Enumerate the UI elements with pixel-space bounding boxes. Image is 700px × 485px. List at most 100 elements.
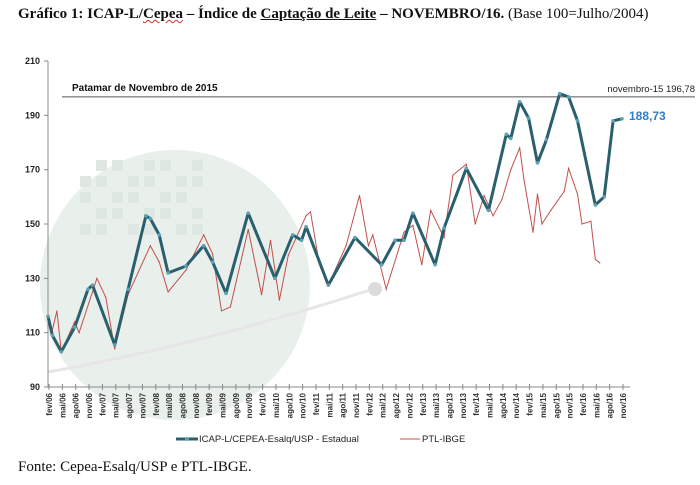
x-tick-label: fev/13 bbox=[419, 392, 428, 415]
x-tick-label: ago/08 bbox=[178, 392, 187, 418]
x-tick-label: fev/07 bbox=[98, 392, 107, 415]
x-tick-label: nov/11 bbox=[352, 392, 361, 417]
decorative-globe bbox=[40, 150, 310, 420]
ptl-point bbox=[305, 215, 307, 217]
icap-point bbox=[144, 214, 148, 218]
icap-point bbox=[273, 276, 277, 281]
icap-point bbox=[508, 136, 513, 141]
ptl-point bbox=[185, 269, 187, 271]
x-tick-label: ago/13 bbox=[445, 392, 454, 418]
icap-point bbox=[224, 291, 228, 296]
icap-point bbox=[50, 333, 55, 338]
caption-base: (Base 100=Julho/2004) bbox=[504, 6, 649, 22]
icap-point bbox=[112, 343, 117, 347]
icap-point bbox=[148, 216, 153, 221]
ptl-point bbox=[78, 332, 80, 334]
x-tick-label: fev/14 bbox=[472, 392, 481, 415]
x-tick-label: fev/09 bbox=[205, 392, 214, 415]
ptl-point bbox=[247, 228, 249, 231]
decorative-square bbox=[144, 176, 155, 187]
x-tick-label: nov/07 bbox=[138, 392, 147, 418]
icap-point bbox=[544, 137, 549, 142]
chart-caption: Gráfico 1: ICAP-L/Cepea – Índice de Capt… bbox=[18, 5, 688, 23]
icap-point bbox=[442, 226, 446, 230]
icap-point bbox=[517, 99, 522, 104]
ptl-point bbox=[412, 224, 414, 226]
reference-label: Patamar de Novembro de 2015 bbox=[72, 83, 218, 94]
icap-point bbox=[393, 238, 397, 243]
y-tick-label: 210 bbox=[25, 56, 40, 66]
icap-point bbox=[620, 116, 624, 121]
ptl-point bbox=[474, 223, 476, 225]
ptl-point bbox=[309, 211, 312, 213]
decorative-square bbox=[112, 160, 123, 171]
ptl-point bbox=[358, 194, 361, 197]
icap-point bbox=[566, 95, 571, 99]
ptl-point bbox=[229, 306, 232, 308]
ptl-point bbox=[287, 254, 289, 256]
ptl-point bbox=[563, 190, 565, 192]
decorative-square bbox=[192, 176, 203, 187]
x-tick-label: mai/10 bbox=[272, 392, 281, 417]
decorative-square bbox=[160, 208, 171, 219]
decorative-square bbox=[176, 176, 187, 187]
icap-point bbox=[166, 271, 170, 275]
x-tick-label: mai/15 bbox=[539, 392, 548, 417]
icap-point bbox=[433, 262, 437, 267]
ptl-point bbox=[372, 234, 374, 236]
x-tick-label: nov/13 bbox=[459, 392, 468, 418]
background-decoration bbox=[40, 150, 382, 420]
ptl-point bbox=[465, 163, 467, 165]
ptl-point bbox=[269, 239, 272, 241]
decorative-square bbox=[128, 176, 139, 187]
ptl-point bbox=[367, 245, 369, 247]
x-tick-label: mai/09 bbox=[219, 392, 228, 417]
x-tick-label: ago/12 bbox=[392, 392, 401, 418]
y-tick-label: 190 bbox=[25, 110, 40, 120]
ptl-point bbox=[581, 223, 583, 225]
x-tick-label: nov/06 bbox=[85, 392, 94, 418]
icap-point bbox=[246, 211, 251, 215]
icap-point bbox=[210, 260, 215, 264]
icap-point bbox=[602, 195, 607, 199]
ptl-point bbox=[403, 231, 405, 233]
ptl-point bbox=[114, 348, 116, 350]
caption-captacao: Captação de Leite bbox=[260, 6, 377, 22]
icap-point bbox=[72, 325, 77, 330]
x-tick-label: mai/13 bbox=[432, 392, 441, 417]
x-tick-label: nov/08 bbox=[192, 392, 201, 418]
decorative-square bbox=[96, 176, 107, 187]
ptl-point bbox=[74, 321, 76, 323]
icap-point bbox=[526, 116, 531, 120]
icap-point bbox=[611, 118, 615, 123]
ptl-point bbox=[105, 296, 107, 298]
decorative-square bbox=[176, 224, 187, 235]
decorative-square bbox=[160, 160, 171, 171]
icap-point bbox=[402, 238, 406, 243]
x-tick-label: fev/11 bbox=[312, 392, 321, 415]
icap-point bbox=[86, 287, 90, 292]
ptl-point bbox=[599, 262, 601, 264]
ptl-point bbox=[127, 294, 129, 296]
x-tick-label: ago/11 bbox=[339, 392, 348, 417]
ptl-point bbox=[345, 245, 347, 247]
x-tick-label: nov/14 bbox=[512, 392, 521, 418]
icap-point bbox=[304, 224, 308, 229]
ptl-point bbox=[483, 194, 485, 197]
ptl-point bbox=[590, 220, 592, 222]
ptl-point bbox=[51, 329, 54, 331]
ptl-point bbox=[60, 351, 62, 353]
x-tick-label: fev/08 bbox=[152, 392, 161, 415]
decorative-square bbox=[192, 160, 203, 171]
icap-point bbox=[411, 211, 415, 215]
x-tick-label: mai/12 bbox=[379, 392, 388, 417]
x-tick-label: mai/06 bbox=[58, 392, 67, 417]
icap-point bbox=[464, 166, 469, 171]
icap-point bbox=[486, 208, 491, 213]
decorative-square bbox=[96, 224, 107, 235]
ptl-point bbox=[568, 167, 570, 169]
decorative-square bbox=[112, 192, 123, 203]
icap-point bbox=[353, 235, 357, 240]
ptl-point bbox=[327, 284, 329, 286]
decorative-square bbox=[192, 224, 203, 235]
